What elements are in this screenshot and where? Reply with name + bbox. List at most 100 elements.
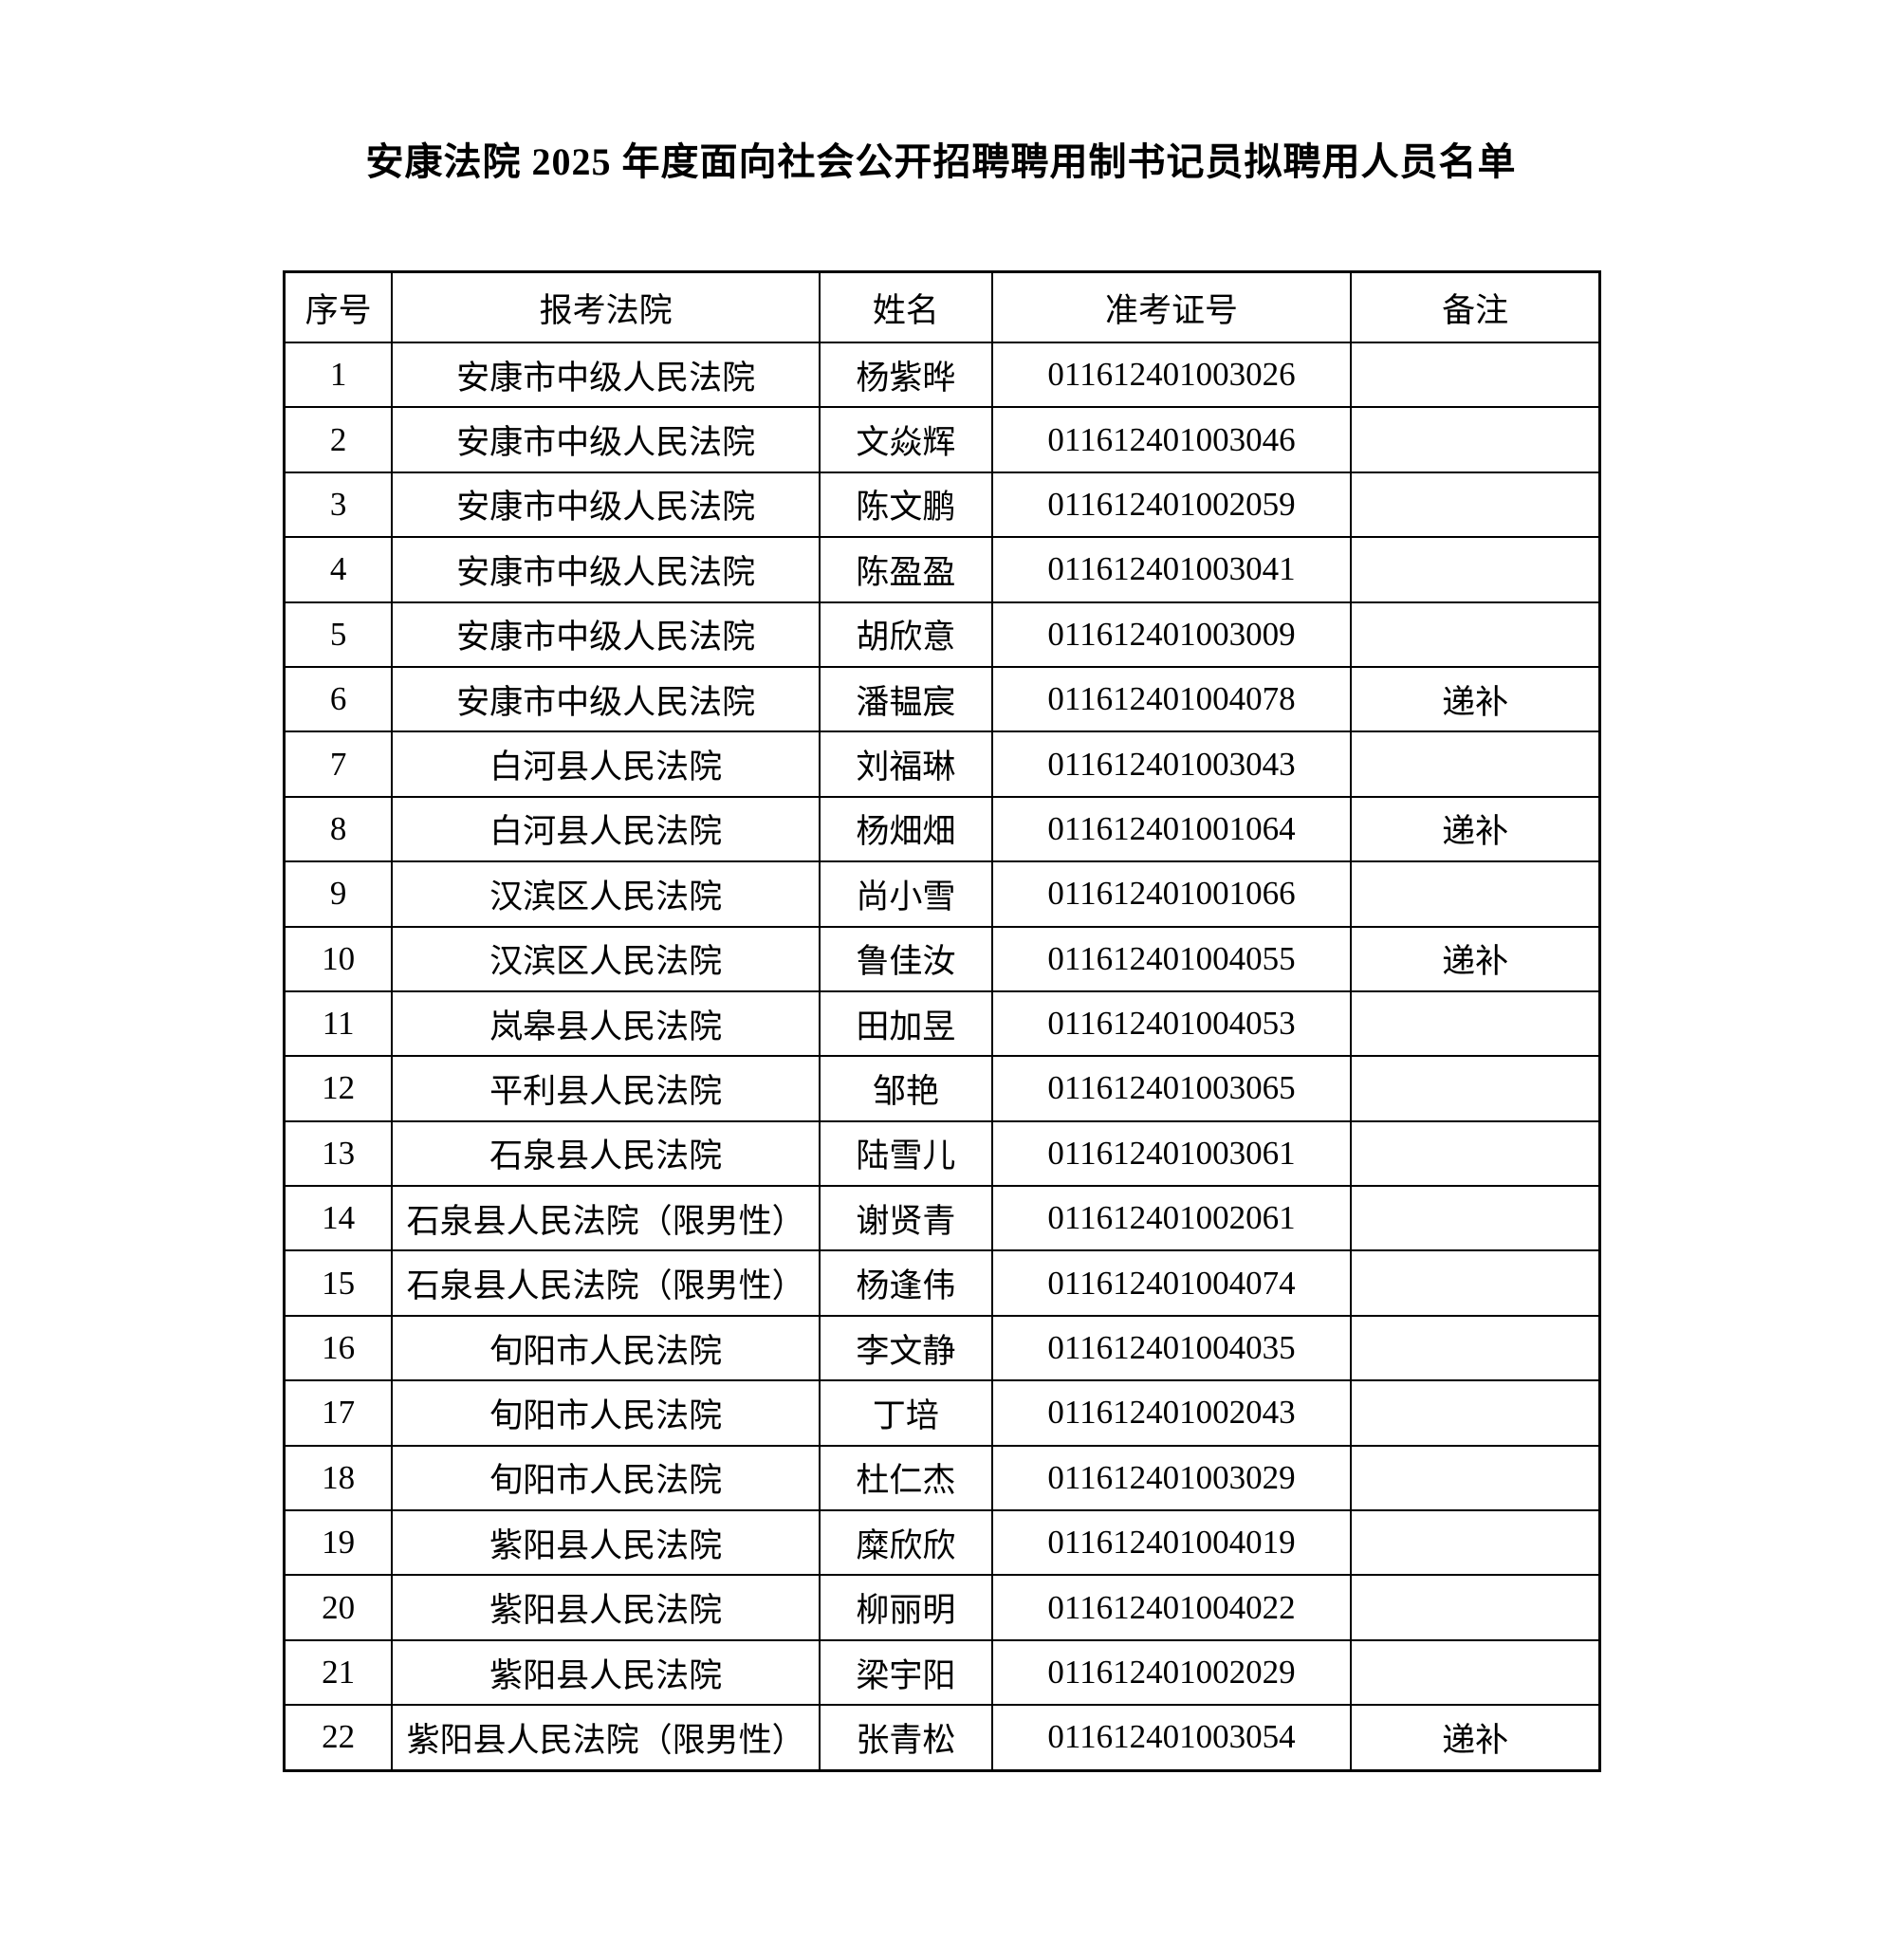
name-cell: 邹艳 xyxy=(818,1055,993,1122)
ticket-number-cell: 011612401003043 xyxy=(990,730,1353,798)
court-cell: 紫阳县人民法院 xyxy=(391,1574,821,1641)
name-cell: 谢贤青 xyxy=(818,1185,993,1252)
table-row: 1 安康市中级人民法院 杨紫晔 011612401003026 xyxy=(283,341,1601,409)
serial-number-cell: 4 xyxy=(283,536,394,603)
serial-number-cell: 19 xyxy=(283,1509,394,1577)
serial-number-cell: 17 xyxy=(283,1379,394,1447)
ticket-number-cell: 011612401004053 xyxy=(990,989,1353,1058)
court-cell: 岚皋县人民法院 xyxy=(391,989,821,1058)
table-row: 12 平利县人民法院 邹艳 011612401003065 xyxy=(283,1055,1601,1122)
ticket-number-cell: 011612401002061 xyxy=(990,1185,1353,1252)
serial-number-cell: 20 xyxy=(283,1574,394,1641)
header-cell-ticket-number: 准考证号 xyxy=(990,270,1353,343)
remark-cell xyxy=(1350,1055,1601,1122)
ticket-number-cell: 011612401004035 xyxy=(990,1314,1353,1382)
table-row: 8 白河县人民法院 杨畑畑 011612401001064 递补 xyxy=(283,795,1601,863)
table-row: 20 紫阳县人民法院 柳丽明 011612401004022 xyxy=(283,1574,1601,1641)
serial-number-cell: 13 xyxy=(283,1119,394,1188)
table-row: 11 岚皋县人民法院 田加昱 011612401004053 xyxy=(283,989,1601,1058)
remark-cell xyxy=(1350,1249,1601,1317)
court-cell: 安康市中级人民法院 xyxy=(391,471,821,539)
remark-cell: 递补 xyxy=(1350,1704,1601,1772)
hiring-roster-table: 序号 报考法院 姓名 准考证号 备注 1 安康市中级人民法院 杨紫晔 01161240… xyxy=(283,270,1601,1772)
court-cell: 紫阳县人民法院 xyxy=(391,1509,821,1577)
court-cell: 安康市中级人民法院 xyxy=(391,601,821,668)
ticket-number-cell: 011612401004022 xyxy=(990,1574,1353,1641)
table-row: 13 石泉县人民法院 陆雪儿 011612401003061 xyxy=(283,1119,1601,1188)
table-body: 1 安康市中级人民法院 杨紫晔 011612401003026 2 安康市中级人民法院 文焱… xyxy=(283,341,1601,1772)
remark-cell: 递补 xyxy=(1350,795,1601,863)
name-cell: 李文静 xyxy=(818,1314,993,1382)
serial-number-cell: 5 xyxy=(283,601,394,668)
court-cell: 白河县人民法院 xyxy=(391,795,821,863)
court-cell: 安康市中级人民法院 xyxy=(391,341,821,409)
ticket-number-cell: 011612401003009 xyxy=(990,601,1353,668)
page-title: 安康法院 2025 年度面向社会公开招聘聘用制书记员拟聘用人员名单 xyxy=(365,140,1517,183)
court-cell: 旬阳市人民法院 xyxy=(391,1314,821,1382)
serial-number-cell: 3 xyxy=(283,471,394,539)
court-cell: 石泉县人民法院（限男性） xyxy=(391,1185,821,1252)
serial-number-cell: 18 xyxy=(283,1444,394,1512)
serial-number-cell: 16 xyxy=(283,1314,394,1382)
remark-cell xyxy=(1350,989,1601,1058)
ticket-number-cell: 011612401004019 xyxy=(990,1509,1353,1577)
header-cell-court: 报考法院 xyxy=(391,270,821,343)
ticket-number-cell: 011612401002043 xyxy=(990,1379,1353,1447)
table-header-row: 序号 报考法院 姓名 准考证号 备注 xyxy=(283,270,1601,343)
table-row: 15 石泉县人民法院（限男性） 杨逢伟 011612401004074 xyxy=(283,1249,1601,1317)
remark-cell: 递补 xyxy=(1350,925,1601,992)
serial-number-cell: 12 xyxy=(283,1055,394,1122)
serial-number-cell: 21 xyxy=(283,1638,394,1707)
ticket-number-cell: 011612401001066 xyxy=(990,860,1353,928)
name-cell: 陆雪儿 xyxy=(818,1119,993,1188)
table-row: 5 安康市中级人民法院 胡欣意 011612401003009 xyxy=(283,601,1601,668)
serial-number-cell: 9 xyxy=(283,860,394,928)
remark-cell xyxy=(1350,1638,1601,1707)
table-row: 17 旬阳市人民法院 丁培 011612401002043 xyxy=(283,1379,1601,1447)
ticket-number-cell: 011612401001064 xyxy=(990,795,1353,863)
remark-cell xyxy=(1350,1574,1601,1641)
table-row: 10 汉滨区人民法院 鲁佳汝 011612401004055 递补 xyxy=(283,925,1601,992)
court-cell: 汉滨区人民法院 xyxy=(391,860,821,928)
table-row: 9 汉滨区人民法院 尚小雪 011612401001066 xyxy=(283,860,1601,928)
ticket-number-cell: 011612401003061 xyxy=(990,1119,1353,1188)
remark-cell xyxy=(1350,341,1601,409)
court-cell: 安康市中级人民法院 xyxy=(391,665,821,733)
name-cell: 文焱辉 xyxy=(818,406,993,473)
court-cell: 石泉县人民法院（限男性） xyxy=(391,1249,821,1317)
table-row: 6 安康市中级人民法院 潘韫宸 011612401004078 递补 xyxy=(283,665,1601,733)
serial-number-cell: 1 xyxy=(283,341,394,409)
ticket-number-cell: 011612401003054 xyxy=(990,1704,1353,1772)
table-row: 18 旬阳市人民法院 杜仁杰 011612401003029 xyxy=(283,1444,1601,1512)
serial-number-cell: 11 xyxy=(283,989,394,1058)
remark-cell: 递补 xyxy=(1350,665,1601,733)
table-row: 21 紫阳县人民法院 梁宇阳 011612401002029 xyxy=(283,1638,1601,1707)
table-row: 14 石泉县人民法院（限男性） 谢贤青 011612401002061 xyxy=(283,1185,1601,1252)
table-row: 7 白河县人民法院 刘福琳 011612401003043 xyxy=(283,730,1601,798)
remark-cell xyxy=(1350,471,1601,539)
serial-number-cell: 7 xyxy=(283,730,394,798)
court-cell: 平利县人民法院 xyxy=(391,1055,821,1122)
court-cell: 汉滨区人民法院 xyxy=(391,925,821,992)
table-row: 22 紫阳县人民法院（限男性） 张青松 011612401003054 递补 xyxy=(283,1704,1601,1772)
name-cell: 柳丽明 xyxy=(818,1574,993,1641)
ticket-number-cell: 011612401002059 xyxy=(990,471,1353,539)
ticket-number-cell: 011612401004074 xyxy=(990,1249,1353,1317)
court-cell: 紫阳县人民法院（限男性） xyxy=(391,1704,821,1772)
remark-cell xyxy=(1350,1185,1601,1252)
table-row: 3 安康市中级人民法院 陈文鹏 011612401002059 xyxy=(283,471,1601,539)
serial-number-cell: 22 xyxy=(283,1704,394,1772)
name-cell: 胡欣意 xyxy=(818,601,993,668)
name-cell: 尚小雪 xyxy=(818,860,993,928)
header-cell-serial-number: 序号 xyxy=(283,270,394,343)
table-row: 16 旬阳市人民法院 李文静 011612401004035 xyxy=(283,1314,1601,1382)
ticket-number-cell: 011612401004055 xyxy=(990,925,1353,992)
remark-cell xyxy=(1350,1314,1601,1382)
table-row: 19 紫阳县人民法院 糜欣欣 011612401004019 xyxy=(283,1509,1601,1577)
name-cell: 鲁佳汝 xyxy=(818,925,993,992)
ticket-number-cell: 011612401003026 xyxy=(990,341,1353,409)
ticket-number-cell: 011612401002029 xyxy=(990,1638,1353,1707)
name-cell: 陈盈盈 xyxy=(818,536,993,603)
table-row: 2 安康市中级人民法院 文焱辉 011612401003046 xyxy=(283,406,1601,473)
